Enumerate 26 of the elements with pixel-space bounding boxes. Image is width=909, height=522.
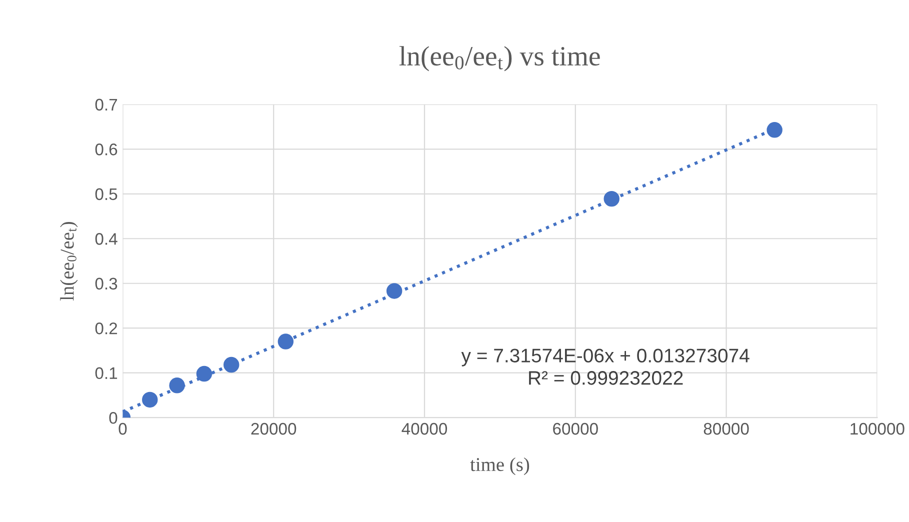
point xyxy=(386,283,402,299)
y-tick-label: 0.6 xyxy=(95,144,118,156)
y-tick-label: 0 xyxy=(109,412,118,424)
point xyxy=(278,334,294,350)
point xyxy=(196,366,212,382)
x-tick-label: 60000 xyxy=(553,422,598,435)
y-axis-title: ln(ee$_{0}$/ee$_{t}$) xyxy=(60,222,78,301)
y-tick-label: 0.5 xyxy=(95,188,118,200)
y-tick-label: 0.1 xyxy=(95,367,118,380)
point xyxy=(766,122,782,138)
y-tick-label: 0.3 xyxy=(95,278,118,290)
x-tick-label: 0 xyxy=(118,422,127,435)
chart-title: ln(ee$_{0}$/ee$_{t}$) vs time xyxy=(399,46,600,72)
x-tick-label: 80000 xyxy=(704,422,749,435)
x-tick-label: 40000 xyxy=(402,422,448,435)
y-tick-label: 0.7 xyxy=(95,98,118,111)
annotation: y = 7.31574E-06x + 0.013273074 R² = 0.999232022 xyxy=(461,348,750,385)
point xyxy=(169,378,185,394)
point xyxy=(223,356,240,373)
x-axis-title: time (s) xyxy=(470,457,530,476)
point xyxy=(142,392,158,408)
y-tick-label: 0.4 xyxy=(95,233,118,245)
x-tick-label: 100000 xyxy=(850,422,904,435)
point xyxy=(604,190,620,207)
x-tick-label: 20000 xyxy=(251,422,296,435)
y-tick-label: 0.2 xyxy=(95,322,118,334)
